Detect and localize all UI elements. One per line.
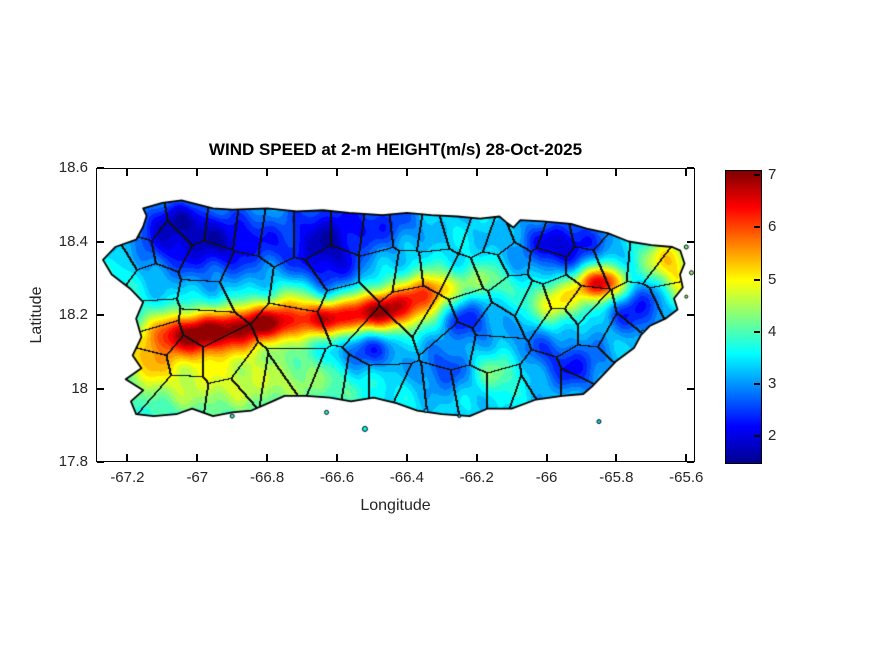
x-tick-label: -66	[535, 469, 558, 486]
y-tick-mark-right	[687, 167, 694, 169]
x-tick-mark	[196, 454, 199, 461]
colorbar-tick-mark	[754, 174, 760, 177]
y-tick-mark-right	[687, 461, 694, 463]
wind-speed-heatmap	[96, 168, 695, 462]
x-tick-label: -66.4	[389, 469, 424, 486]
x-tick-mark	[685, 454, 688, 461]
y-tick-label: 18.4	[58, 232, 88, 250]
y-tick-mark	[97, 387, 104, 390]
x-tick-mark-top	[335, 169, 338, 176]
y-tick-label: 18	[71, 379, 88, 397]
y-tick-mark	[97, 314, 104, 316]
y-tick-label: 18.2	[58, 306, 88, 323]
x-tick-mark-top	[126, 169, 129, 176]
colorbar-tick-label: 4	[768, 322, 777, 340]
y-axis-label: Latitude	[28, 286, 45, 344]
colorbar-tick-mark	[754, 226, 760, 229]
x-tick-mark	[475, 454, 478, 461]
plot-area	[96, 167, 695, 463]
x-tick-label: -67	[186, 469, 209, 486]
x-tick-mark	[615, 454, 618, 461]
y-tick-mark-right	[687, 387, 694, 390]
y-tick-mark-right	[687, 240, 694, 243]
x-tick-label: -65.8	[599, 469, 634, 486]
y-tick-mark	[97, 461, 104, 463]
colorbar-tick-mark	[754, 382, 760, 385]
x-tick-mark-top	[615, 169, 618, 176]
x-tick-label: -65.6	[669, 469, 704, 486]
x-tick-mark	[266, 454, 269, 461]
x-tick-mark-top	[545, 169, 548, 176]
colorbar-tick-mark	[754, 434, 760, 437]
x-tick-mark-top	[196, 169, 199, 176]
x-tick-label: -66.6	[319, 469, 355, 486]
x-tick-mark	[405, 454, 408, 461]
colorbar-tick-label: 3	[768, 374, 777, 392]
x-tick-mark	[335, 454, 338, 461]
x-tick-mark-top	[685, 169, 688, 176]
colorbar-tick-label: 2	[768, 426, 777, 444]
x-tick-mark-top	[266, 169, 269, 176]
y-tick-label: 18.6	[58, 159, 88, 176]
x-tick-label: -66.2	[459, 469, 494, 486]
y-tick-mark	[97, 240, 104, 243]
colorbar	[725, 170, 762, 464]
x-tick-mark-top	[475, 169, 478, 176]
x-tick-mark	[126, 454, 129, 461]
x-tick-mark	[545, 454, 548, 461]
x-tick-label: -67.2	[110, 469, 145, 486]
x-axis-label: Longitude	[360, 497, 431, 514]
colorbar-tick-label: 6	[768, 218, 777, 236]
colorbar-tick-label: 7	[768, 166, 777, 184]
colorbar-tick-mark	[754, 278, 760, 281]
y-tick-mark-right	[687, 314, 694, 316]
x-tick-mark-top	[405, 169, 408, 176]
colorbar-tick-mark	[754, 330, 760, 333]
plot-frame	[96, 168, 695, 462]
y-tick-label: 17.8	[58, 453, 88, 470]
chart-title: WIND SPEED at 2-m HEIGHT(m/s) 28-Oct-202…	[208, 140, 583, 159]
y-tick-mark	[97, 167, 104, 169]
colorbar-tick-label: 5	[768, 270, 777, 288]
x-tick-label: -66.8	[250, 469, 285, 486]
